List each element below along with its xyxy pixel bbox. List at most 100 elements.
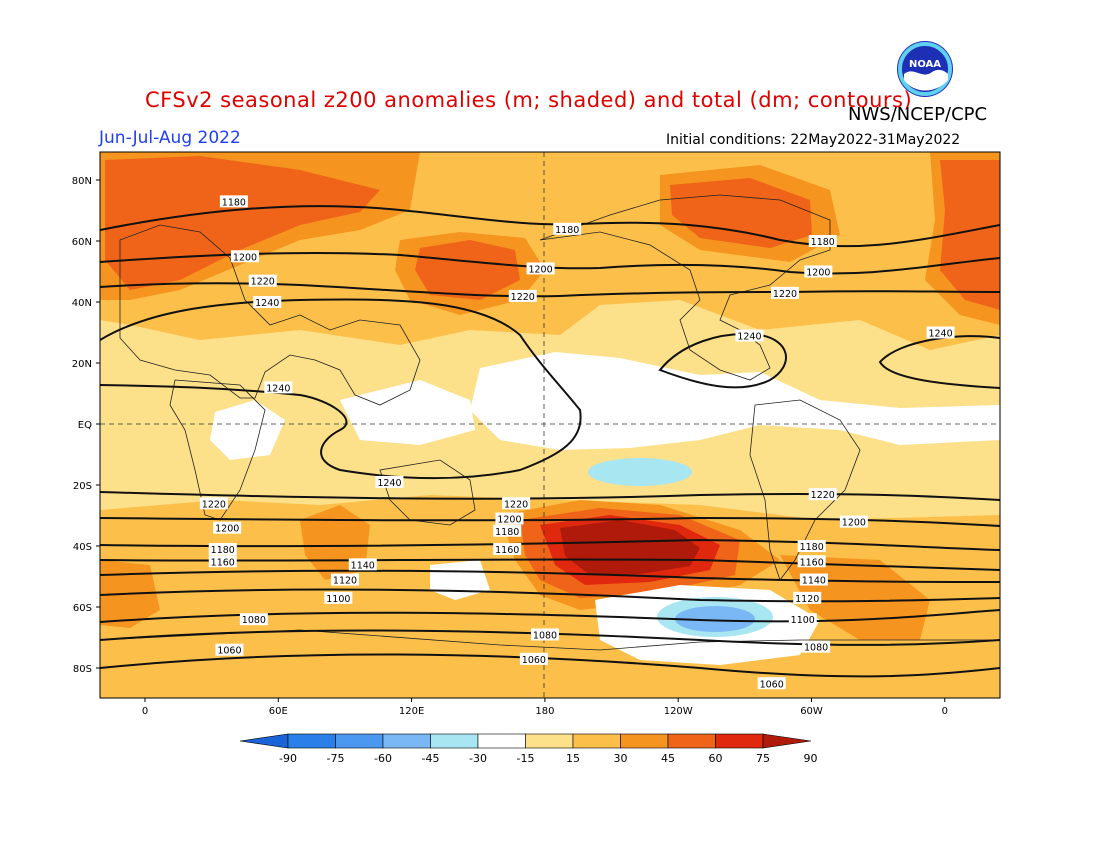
longitude-axis: 0 60E 120E 180 120W 60W 0: [142, 698, 948, 717]
contour-label-bg: [213, 521, 242, 534]
contour-label-bg: [253, 296, 282, 308]
colorbar-segment: [620, 733, 669, 749]
contour-label: 1080: [242, 615, 266, 626]
contour-label: 1060: [217, 646, 241, 657]
colorbar-label: -30: [469, 752, 487, 765]
lat-tick-label: 60N: [72, 237, 92, 248]
contour-label-bg: [208, 555, 237, 568]
colorbar-label: 45: [661, 752, 675, 765]
colorbar-segment: [477, 733, 526, 749]
contour-1200-south: [100, 516, 1000, 527]
contour-label: 1200: [215, 524, 239, 535]
contour-label: 1140: [802, 576, 826, 587]
contour-label-bg: [553, 222, 582, 235]
contour-1240-tropics: [100, 298, 582, 480]
agency-label: NWS/NCEP/CPC: [848, 104, 988, 125]
lat-tick-label: 20S: [73, 481, 92, 492]
season-label: Jun-Jul-Aug 2022: [99, 128, 241, 148]
contour-label: 1180: [800, 542, 824, 553]
contour-label-bg: [208, 543, 237, 556]
colorbar-segment: [287, 733, 336, 749]
contour-1060-south: [100, 653, 1000, 678]
contour-label: 1180: [811, 237, 835, 248]
contour-label: 1160: [800, 557, 824, 568]
contour-1220-south: [100, 491, 1000, 501]
colorbar-segment: [335, 733, 384, 749]
colorbar-label: 60: [709, 752, 723, 765]
colorbar-arrow-low: [239, 733, 289, 749]
contour-label-bg: [508, 289, 537, 302]
contour-label: 1240: [266, 383, 290, 394]
colorbar-label: 30: [614, 752, 628, 765]
contour-label: 1220: [811, 490, 835, 501]
contour-label: 1240: [737, 332, 761, 343]
contour-label-bg: [248, 274, 277, 287]
lon-tick-label: 120W: [664, 706, 693, 717]
colorbar-label: -60: [374, 752, 392, 765]
contour-1220-north: [100, 282, 1000, 298]
contour-label-bg: [797, 555, 826, 568]
contour-label-bg: [493, 524, 522, 537]
contour-1240-americas: [658, 333, 787, 389]
contour-label-bg: [231, 250, 259, 263]
colorbar-segment: [572, 733, 621, 749]
contour-label-bg: [493, 543, 522, 556]
contour-label-bg: [502, 497, 531, 510]
contour-label-bg: [375, 475, 404, 488]
contour-label-bg: [526, 262, 555, 275]
contour-label: 1180: [495, 527, 519, 538]
contour-label-bg: [199, 497, 228, 510]
colorbar-label: -90: [279, 752, 297, 765]
contour-label: 1200: [497, 515, 521, 526]
contour-label-bg: [735, 329, 764, 342]
contour-1080-south: [100, 629, 1000, 646]
contour-label: 1080: [533, 630, 557, 641]
contour-label: 1220: [202, 499, 226, 510]
lon-tick-label: 0: [942, 706, 948, 717]
colorbar-label: -75: [327, 752, 345, 765]
contour-label-bg: [797, 540, 826, 552]
contour-label-bg: [219, 195, 248, 208]
colorbar-label: -45: [422, 752, 440, 765]
lon-tick-label: 0: [142, 706, 148, 717]
lat-tick-label: EQ: [78, 420, 92, 431]
contour-label-bg: [264, 381, 293, 394]
map-frame: [99, 151, 1001, 699]
contour-label-bg: [793, 591, 822, 604]
contour-label: 1220: [504, 499, 528, 510]
contour-label: 1080: [804, 643, 828, 654]
contour-1140-south: [100, 569, 1000, 583]
latitude-axis: 80N 60N 40N 20N EQ 20S 40S 60S 80S: [72, 176, 100, 675]
colorbar-label: 15: [566, 752, 580, 765]
contour-label-bg: [239, 613, 268, 626]
contour-1200-north: [100, 251, 1000, 275]
contour-label-bg: [519, 652, 548, 665]
contour-label: 1100: [791, 615, 815, 626]
initial-conditions-label: Initial conditions: 22May2022-31May2022: [666, 132, 961, 148]
contour-label: 1100: [326, 594, 350, 605]
lon-tick-label: 180: [535, 706, 554, 717]
colorbar-segment: [667, 733, 716, 749]
contour-label: 1240: [928, 329, 952, 340]
lat-tick-label: 80S: [73, 664, 92, 675]
contour-label-bg: [495, 512, 524, 525]
contour-label-bg: [788, 613, 817, 626]
contour-label-bg: [926, 326, 955, 339]
contour-label-bg: [808, 235, 837, 247]
contour-label: 1140: [351, 560, 375, 571]
colorbar-segment: [715, 733, 764, 749]
contour-label: 1200: [806, 268, 830, 279]
contour-label: 1200: [528, 264, 552, 275]
lat-tick-label: 60S: [73, 603, 92, 614]
contour-label: 1220: [251, 277, 275, 288]
contour-label: 1240: [255, 298, 279, 309]
contour-label: 1120: [333, 576, 357, 587]
contour-label: 1180: [211, 545, 235, 556]
colorbar-segment: [430, 733, 479, 749]
contour-1120-south: [100, 588, 1000, 603]
contour-label: 1220: [511, 292, 535, 303]
contour-label-bg: [804, 265, 833, 278]
lon-tick-label: 120E: [399, 706, 424, 717]
contour-label-bg: [324, 591, 353, 604]
